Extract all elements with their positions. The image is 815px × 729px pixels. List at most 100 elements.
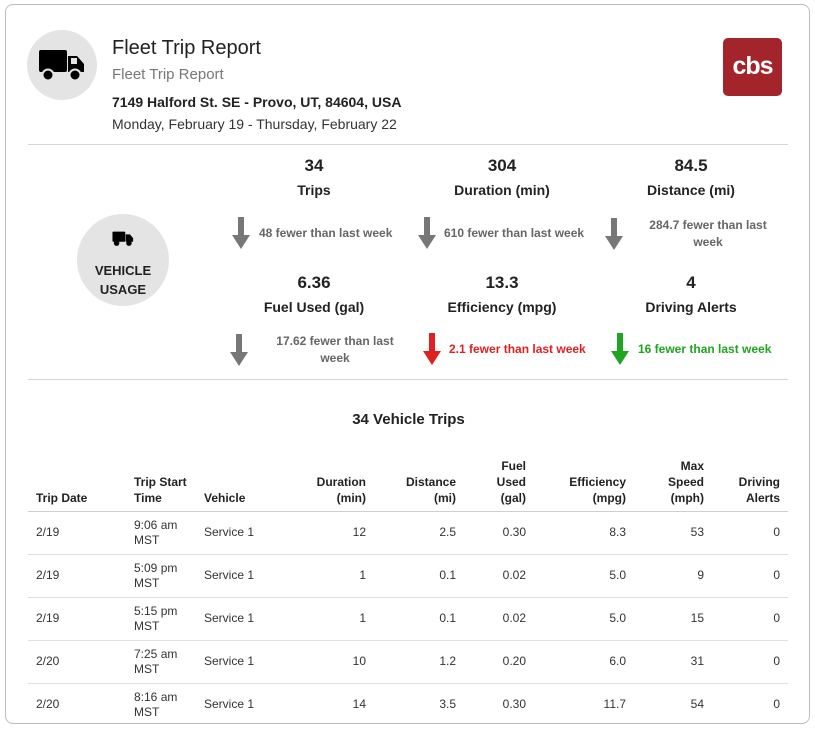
column-header: Max Speed (mph): [634, 453, 712, 512]
table-cell: 5:09 pm MST: [126, 554, 196, 598]
column-header: Fuel Used (gal): [464, 453, 534, 512]
truck-icon: [39, 50, 84, 82]
metric-label: Fuel Used (gal): [263, 299, 365, 315]
table-row: 2/19 9:06 am MST Service 1 12 2.5 0.30 8…: [28, 511, 788, 555]
change-duration: 610 fewer than last week: [418, 217, 598, 249]
table-cell: 0.30: [502, 697, 526, 712]
arrow-down-icon: [605, 218, 623, 250]
table-cell: 0.1: [374, 554, 464, 598]
table-cell: Service 1: [204, 697, 255, 712]
table-cell: 0: [712, 640, 788, 684]
table-cell: 9: [634, 554, 712, 598]
report-date-range: Monday, February 19 - Thursday, February…: [112, 116, 397, 132]
table-cell: 8:16 am MST: [134, 689, 178, 719]
usage-label-line1: VEHICLE: [94, 263, 152, 278]
table-cell: 6.0: [534, 640, 634, 684]
truck-icon: [112, 231, 134, 246]
vehicle-usage-badge: VEHICLE USAGE: [77, 214, 169, 306]
table-cell: 2/19: [28, 597, 126, 641]
usage-label-line2: USAGE: [99, 282, 147, 297]
table-cell: 2/19: [28, 511, 126, 555]
table-cell: 5:15 pm MST: [126, 597, 196, 641]
table-cell: 0.02: [464, 597, 534, 641]
metric-label: Efficiency (mpg): [447, 299, 557, 315]
table-cell: 0.1: [374, 597, 464, 641]
arrow-down-icon: [418, 217, 436, 249]
header-divider: [28, 144, 788, 145]
trips-table: Trip Date Trip Start Time Vehicle Durati…: [28, 453, 788, 723]
change-text: 610 fewer than last week: [444, 225, 585, 240]
change-text: 284.7 fewer than last week: [649, 218, 767, 249]
column-header: Trip Start Time: [126, 453, 196, 512]
table-cell: Service 1: [196, 511, 286, 555]
arrow-down-icon: [423, 333, 441, 365]
metric-duration: 304 Duration (min): [412, 156, 592, 198]
metric-value: 304: [487, 156, 517, 175]
metric-label: Trips: [297, 182, 331, 198]
arrow-down-icon: [611, 333, 629, 365]
column-header: Trip Date: [28, 453, 126, 512]
table-cell: 2.5: [374, 511, 464, 555]
table-cell: 5.0: [534, 554, 634, 598]
arrow-down-icon: [230, 334, 248, 366]
table-cell: 1: [286, 554, 374, 598]
table-header-row: Trip Date Trip Start Time Vehicle Durati…: [28, 453, 788, 512]
metric-value: 34: [304, 156, 324, 175]
table-cell: 0: [712, 511, 788, 555]
table-cell: 7:25 am MST: [126, 640, 196, 684]
metric-label: Duration (min): [454, 182, 550, 198]
arrow-down-icon: [232, 217, 250, 249]
column-header: Duration (min): [286, 453, 374, 512]
table-cell: 53: [634, 511, 712, 555]
change-text: 16 fewer than last week: [638, 341, 772, 356]
column-header: Driving Alerts: [712, 453, 788, 512]
metric-value: 6.36: [297, 273, 331, 292]
table-cell: Service 1: [196, 554, 286, 598]
report-card: Fleet Trip Report Fleet Trip Report 7149…: [5, 4, 810, 724]
table-cell: 1.2: [374, 640, 464, 684]
change-text: 17.62 fewer than last week: [276, 334, 394, 365]
table-cell: 0: [712, 597, 788, 641]
metric-label: Distance (mi): [647, 182, 735, 198]
table-row: 2/19 5:09 pm MST Service 1 1 0.1 0.02 5.…: [28, 554, 788, 598]
table-cell: 0.30: [464, 511, 534, 555]
table-cell: 8.3: [534, 511, 634, 555]
metric-efficiency: 13.3 Efficiency (mpg): [412, 273, 592, 315]
table-cell: 0: [712, 554, 788, 598]
metric-value: 4: [686, 273, 696, 292]
table-cell: 5.0: [534, 597, 634, 641]
table-cell: 12: [286, 511, 374, 555]
table-row: 2/20 7:25 am MST Service 1 10 1.2 0.20 6…: [28, 640, 788, 684]
table-cell: 9:06 am MST: [126, 511, 196, 555]
vehicle-usage-label: VEHICLE USAGE: [77, 261, 169, 299]
table-row: 2/20 8:16 am MST Service 1 14 3.5 0.30 1…: [28, 683, 788, 723]
column-header: Vehicle: [196, 453, 286, 512]
table-cell: 0: [773, 697, 780, 712]
table-cell: 2/20: [28, 640, 126, 684]
table-cell: 10: [286, 640, 374, 684]
table-cell: 11.7: [603, 697, 626, 712]
table-cell: 1: [286, 597, 374, 641]
table-cell: 14: [352, 697, 366, 712]
report-address: 7149 Halford St. SE - Provo, UT, 84604, …: [112, 94, 402, 110]
trips-table-title: 34 Vehicle Trips: [352, 411, 465, 428]
metric-value: 13.3: [485, 273, 519, 292]
table-cell: 2/20: [36, 697, 60, 712]
table-cell: 0.02: [464, 554, 534, 598]
change-fuel-used: 17.62 fewer than last week: [230, 333, 410, 367]
metric-label: Driving Alerts: [645, 299, 737, 315]
metric-value: 84.5: [674, 156, 708, 175]
table-row: 2/19 5:15 pm MST Service 1 1 0.1 0.02 5.…: [28, 597, 788, 641]
table-cell: 3.5: [439, 697, 456, 712]
column-header: Distance (mi): [374, 453, 464, 512]
truck-icon-badge: [27, 30, 97, 100]
metric-trips: 34 Trips: [224, 156, 404, 198]
change-text: 2.1 fewer than last week: [449, 341, 586, 356]
table-cell: 2/19: [28, 554, 126, 598]
metric-fuel-used: 6.36 Fuel Used (gal): [224, 273, 404, 315]
metric-distance: 84.5 Distance (mi): [601, 156, 781, 198]
company-logo: cbs: [723, 38, 782, 96]
table-cell: Service 1: [196, 640, 286, 684]
table-cell: 31: [634, 640, 712, 684]
column-header: Efficiency (mpg): [534, 453, 634, 512]
